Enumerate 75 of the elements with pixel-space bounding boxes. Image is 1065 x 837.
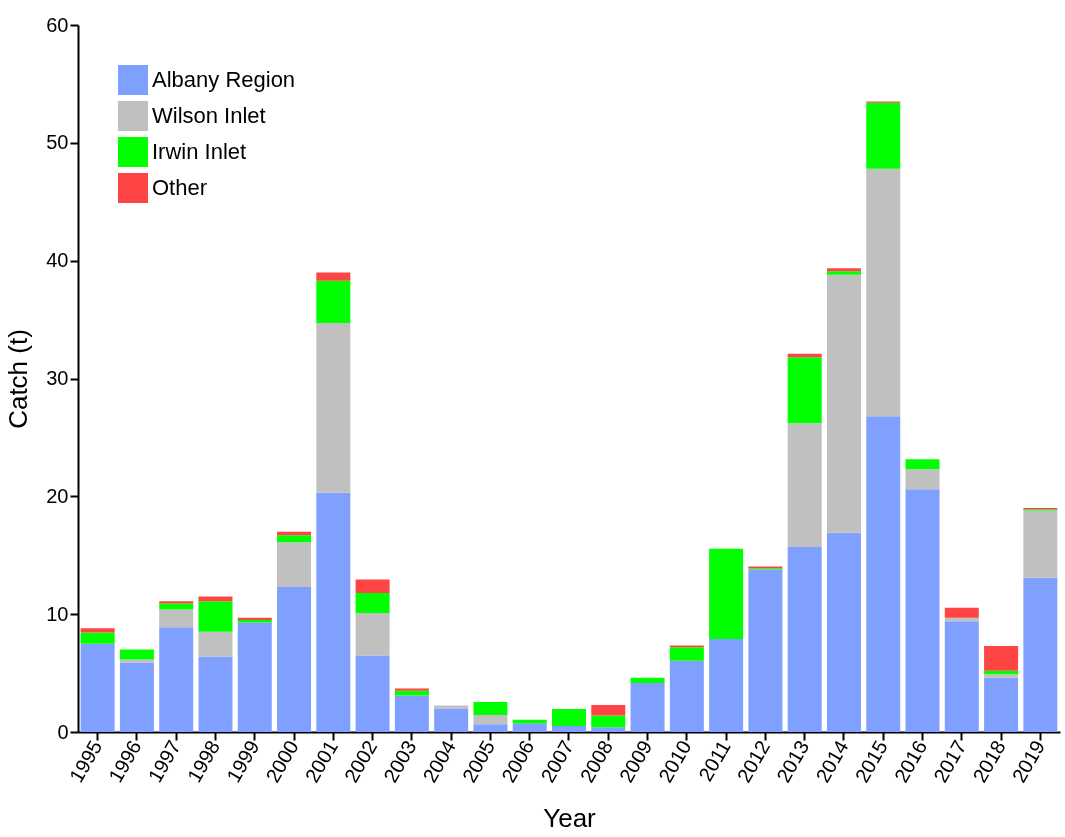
bar: [984, 645, 1019, 671]
bar: [984, 674, 1019, 678]
bar: [316, 492, 351, 732]
bar: [159, 601, 194, 604]
bar: [80, 643, 115, 732]
bar: [119, 662, 154, 732]
bar: [1023, 577, 1058, 732]
bar: [277, 542, 312, 588]
bar: [355, 612, 390, 656]
bar: [591, 727, 626, 732]
bar: [316, 323, 351, 493]
legend-label: Other: [152, 175, 208, 200]
x-axis-title: Year: [543, 803, 597, 834]
bar: [905, 469, 940, 490]
bar: [669, 647, 704, 661]
bar: [866, 416, 901, 732]
bar: [866, 168, 901, 417]
bar: [473, 714, 508, 725]
bar: [630, 683, 665, 732]
bar: [119, 649, 154, 660]
bar: [787, 423, 822, 547]
y-tick-label: 50: [46, 131, 69, 154]
bar: [198, 596, 233, 602]
y-tick-label: 20: [46, 484, 69, 507]
bar: [552, 726, 586, 732]
bar: [355, 579, 390, 593]
y-axis-title: Catch (t): [3, 329, 34, 429]
bar: [669, 660, 704, 732]
bar: [394, 688, 429, 691]
bar: [905, 489, 940, 732]
bar: [80, 632, 115, 644]
bar: [198, 631, 233, 657]
bar: [944, 621, 979, 732]
bar: [237, 622, 272, 732]
bar: [355, 655, 390, 732]
bar: [826, 532, 861, 732]
y-tick-label: 40: [46, 249, 69, 272]
bar: [984, 677, 1019, 732]
legend-label: Wilson Inlet: [152, 103, 266, 128]
bar: [905, 459, 940, 470]
bar: [159, 609, 194, 628]
bar: [709, 638, 744, 732]
y-tick-label: 0: [57, 720, 69, 743]
bar: [473, 724, 508, 732]
bar: [198, 601, 233, 632]
bar: [316, 272, 351, 281]
bar: [787, 357, 822, 424]
bar: [591, 715, 626, 728]
bar: [434, 705, 469, 709]
bar: [355, 592, 390, 613]
bar: [316, 280, 351, 324]
bar: [709, 548, 744, 639]
bar: [277, 587, 312, 732]
y-tick-label: 10: [46, 602, 69, 625]
bar: [198, 656, 233, 732]
bar: [512, 723, 547, 732]
bar: [277, 535, 312, 543]
bar: [748, 569, 783, 732]
bar: [826, 274, 861, 533]
bar: [473, 701, 508, 715]
bar: [630, 677, 665, 684]
legend-label: Irwin Inlet: [152, 139, 247, 164]
bar: [866, 102, 901, 169]
y-tick-label: 60: [46, 13, 69, 36]
bar: [394, 695, 429, 732]
bar: [944, 607, 979, 618]
bar: [80, 628, 115, 633]
bar: [159, 627, 194, 732]
bar: [591, 704, 626, 716]
bar: [787, 547, 822, 732]
bar: [1023, 510, 1058, 578]
legend-label: Albany Region: [152, 67, 296, 92]
bar: [434, 708, 469, 732]
y-tick-label: 30: [46, 367, 69, 389]
bar: [552, 709, 586, 727]
